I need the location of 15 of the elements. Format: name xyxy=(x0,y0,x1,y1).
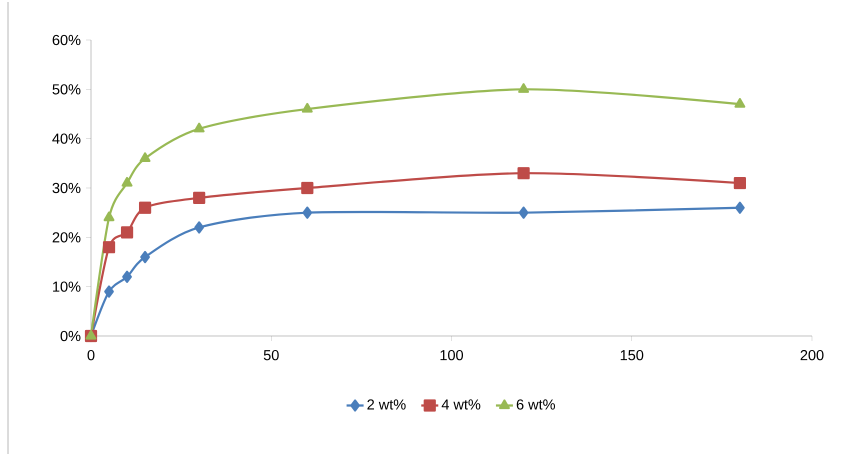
x-tick-label: 200 xyxy=(800,350,824,360)
legend-label: 6 wt% xyxy=(516,399,555,410)
y-tick-label: 20% xyxy=(52,232,80,242)
y-tick-label: 10% xyxy=(53,281,80,292)
x-tick-label: 100 xyxy=(440,350,464,360)
legend-label: 2 wt% xyxy=(367,399,406,410)
x-tick-label: 50 xyxy=(264,350,279,360)
y-tick-label: 0% xyxy=(60,330,80,341)
y-tick-label: 30% xyxy=(52,182,80,193)
y-tick-label: 60% xyxy=(52,34,80,45)
legend-label: 4 wt% xyxy=(442,399,480,410)
y-tick-label: 50% xyxy=(52,84,80,94)
y-tick-label: 40% xyxy=(52,133,80,144)
x-tick-label: 0 xyxy=(88,350,94,360)
x-tick-label: 150 xyxy=(620,350,644,360)
